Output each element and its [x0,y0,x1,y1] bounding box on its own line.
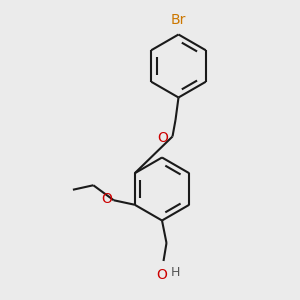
Text: O: O [157,268,167,282]
Text: O: O [158,131,168,145]
Text: H: H [171,266,180,279]
Text: Br: Br [171,13,186,27]
Text: O: O [101,192,112,206]
